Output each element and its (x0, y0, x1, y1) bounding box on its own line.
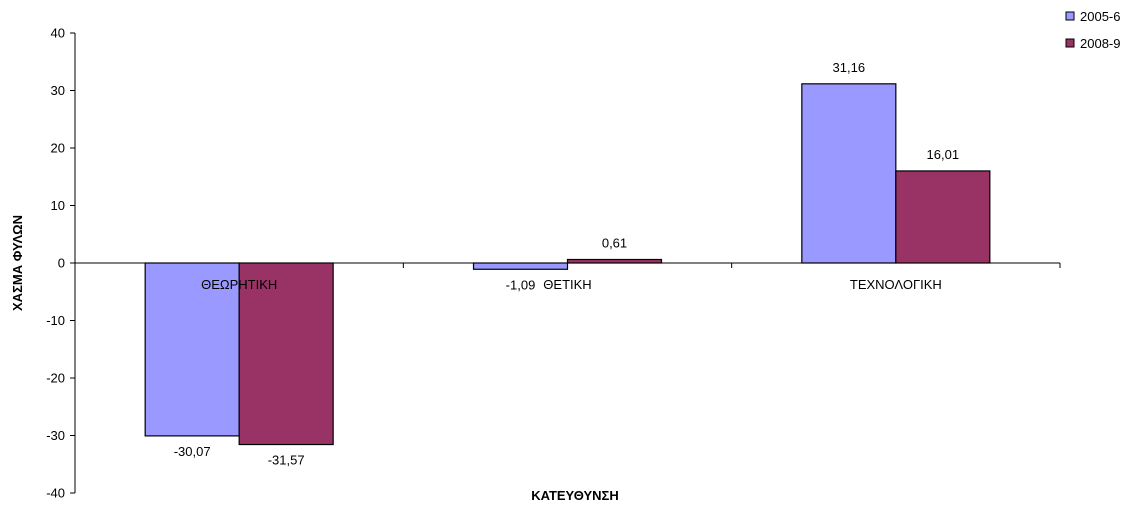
bar (566, 258, 663, 264)
y-tick-label: -20 (46, 371, 65, 386)
y-tick-label: -10 (46, 313, 65, 328)
bar (895, 170, 991, 264)
category-label: ΘΕΩΡΗΤΙΚΗ (201, 277, 277, 292)
legend-swatch (1065, 11, 1075, 21)
y-tick-label: -30 (46, 428, 65, 443)
y-axis-title: ΧΑΣΜΑ ΦΥΛΩΝ (10, 215, 25, 311)
legend-swatch (1065, 38, 1075, 48)
y-tick-label: 40 (51, 26, 65, 41)
data-label: -1,09 (506, 277, 536, 292)
legend: 2005-6 2008-9 (1065, 9, 1120, 51)
y-tick-label: 30 (51, 83, 65, 98)
y-tick-label: 0 (58, 256, 65, 271)
data-label: 0,61 (602, 235, 627, 250)
category-label: ΘΕΤΙΚΗ (543, 277, 591, 292)
legend-label: 2005-6 (1080, 9, 1120, 24)
x-axis-title: ΚΑΤΕΥΘΥΝΣΗ (531, 488, 618, 503)
y-tick-label: 10 (51, 198, 65, 213)
y-tick-label: 20 (51, 141, 65, 156)
bar (472, 262, 569, 270)
plot-area: 40 30 20 10 0 -10 -20 -30 -40 -30,07 -31,57 -1,09 0,… (46, 26, 1061, 501)
bar (238, 262, 334, 446)
data-label: -31,57 (268, 453, 305, 468)
data-label: 16,01 (927, 147, 960, 162)
bar (801, 83, 897, 264)
data-label: -30,07 (174, 444, 211, 459)
legend-label: 2008-9 (1080, 36, 1120, 51)
data-label: 31,16 (833, 60, 866, 75)
category-label: ΤΕΧΝΟΛΟΓΙΚΗ (850, 277, 942, 292)
y-tick-label: -40 (46, 486, 65, 501)
